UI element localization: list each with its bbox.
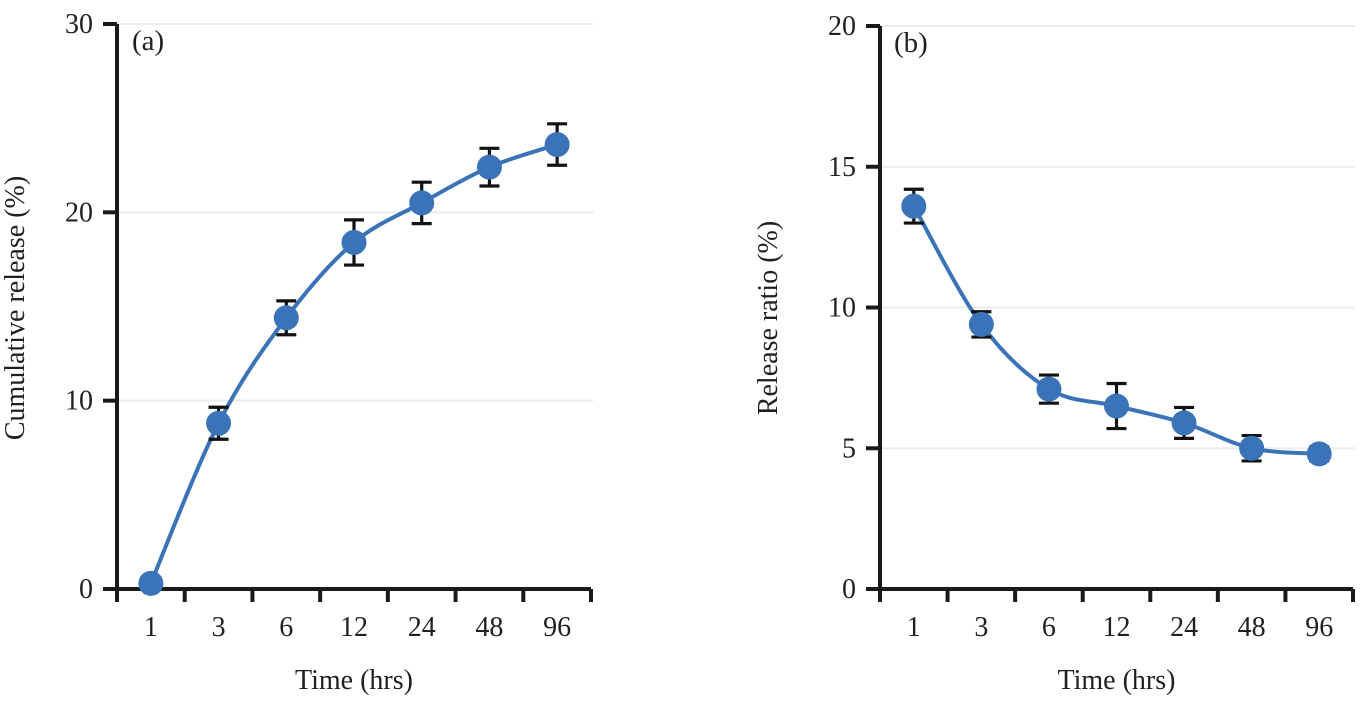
y-axis-title: Release ratio (%) (753, 221, 784, 415)
x-tick-label: 48 (475, 612, 503, 643)
x-tick-label: 12 (340, 612, 368, 643)
data-point-marker (138, 570, 164, 596)
series-line (148, 142, 560, 586)
x-axis-title: Time (hrs) (1058, 665, 1176, 696)
x-tick-label: 24 (408, 612, 436, 643)
y-tick-label: 15 (828, 152, 856, 183)
data-point-marker (1306, 441, 1332, 467)
y-tick-label: 5 (842, 433, 856, 464)
panel-label: (a) (132, 25, 164, 57)
y-tick-label: 10 (828, 293, 856, 324)
x-tick-label: 6 (279, 612, 293, 643)
y-tick-label: 30 (65, 9, 93, 40)
x-tick-label: 96 (543, 612, 571, 643)
y-tick-label: 0 (842, 574, 856, 605)
y-tick-label: 10 (65, 386, 93, 417)
data-point-marker (1239, 435, 1265, 461)
x-tick-label: 12 (1103, 612, 1131, 643)
data-point-marker (1104, 393, 1129, 419)
chart-panel-a: 0 10 20 30 1 3 6 12 24 48 96 Time (hrs) Cumulative r… (0, 9, 593, 696)
y-axis-title: Cumulative release (%) (0, 176, 31, 440)
data-point-marker (968, 311, 994, 337)
y-tick-label: 0 (79, 574, 93, 605)
data-point-marker (1036, 376, 1062, 402)
data-point-marker (409, 190, 435, 216)
data-point-marker (901, 193, 927, 219)
x-tick-label: 3 (974, 612, 988, 643)
x-tick-label: 96 (1305, 612, 1333, 643)
x-tick-label: 1 (907, 612, 921, 643)
x-tick-label: 24 (1170, 612, 1198, 643)
data-point-marker (273, 305, 299, 331)
x-tick-label: 1 (144, 612, 158, 643)
panel-label: (b) (894, 27, 928, 59)
x-tick-label: 3 (212, 612, 226, 643)
y-tick-label: 20 (65, 197, 93, 228)
data-point-marker (476, 154, 502, 180)
data-point-marker (1171, 410, 1197, 436)
data-point-marker (544, 132, 570, 158)
x-axis-title: Time (hrs) (295, 665, 413, 696)
x-tick-label: 48 (1238, 612, 1266, 643)
x-tick-label: 6 (1042, 612, 1056, 643)
data-point-marker (206, 410, 232, 436)
y-tick-label: 20 (828, 11, 856, 42)
data-point-marker (341, 229, 367, 255)
